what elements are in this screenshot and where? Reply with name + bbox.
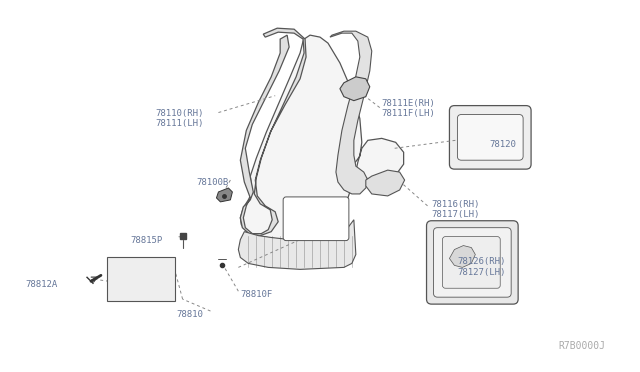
Text: R7B0000J: R7B0000J [559,341,605,351]
Polygon shape [241,28,306,235]
FancyBboxPatch shape [283,197,349,241]
Polygon shape [340,77,370,101]
FancyBboxPatch shape [433,228,511,297]
Polygon shape [241,35,404,240]
FancyBboxPatch shape [107,257,175,301]
Text: 78126(RH)
78127(LH): 78126(RH) 78127(LH) [458,257,506,277]
Text: 78110(RH)
78111(LH): 78110(RH) 78111(LH) [156,109,204,128]
Text: 78116(RH)
78117(LH): 78116(RH) 78117(LH) [431,200,480,219]
FancyBboxPatch shape [449,106,531,169]
FancyBboxPatch shape [458,115,523,160]
Text: 78111E(RH)
78111F(LH): 78111E(RH) 78111F(LH) [381,99,435,118]
Text: 78815P: 78815P [131,235,163,245]
Polygon shape [449,246,476,267]
FancyBboxPatch shape [426,221,518,304]
FancyBboxPatch shape [442,237,500,288]
Polygon shape [216,188,232,202]
Polygon shape [330,31,372,194]
Text: 78810F: 78810F [241,290,273,299]
Polygon shape [238,220,356,269]
Text: 78120: 78120 [489,140,516,149]
Text: 78100B: 78100B [196,178,228,187]
Text: 78810: 78810 [177,310,204,319]
Polygon shape [366,170,404,196]
Text: 78812A: 78812A [26,280,58,289]
